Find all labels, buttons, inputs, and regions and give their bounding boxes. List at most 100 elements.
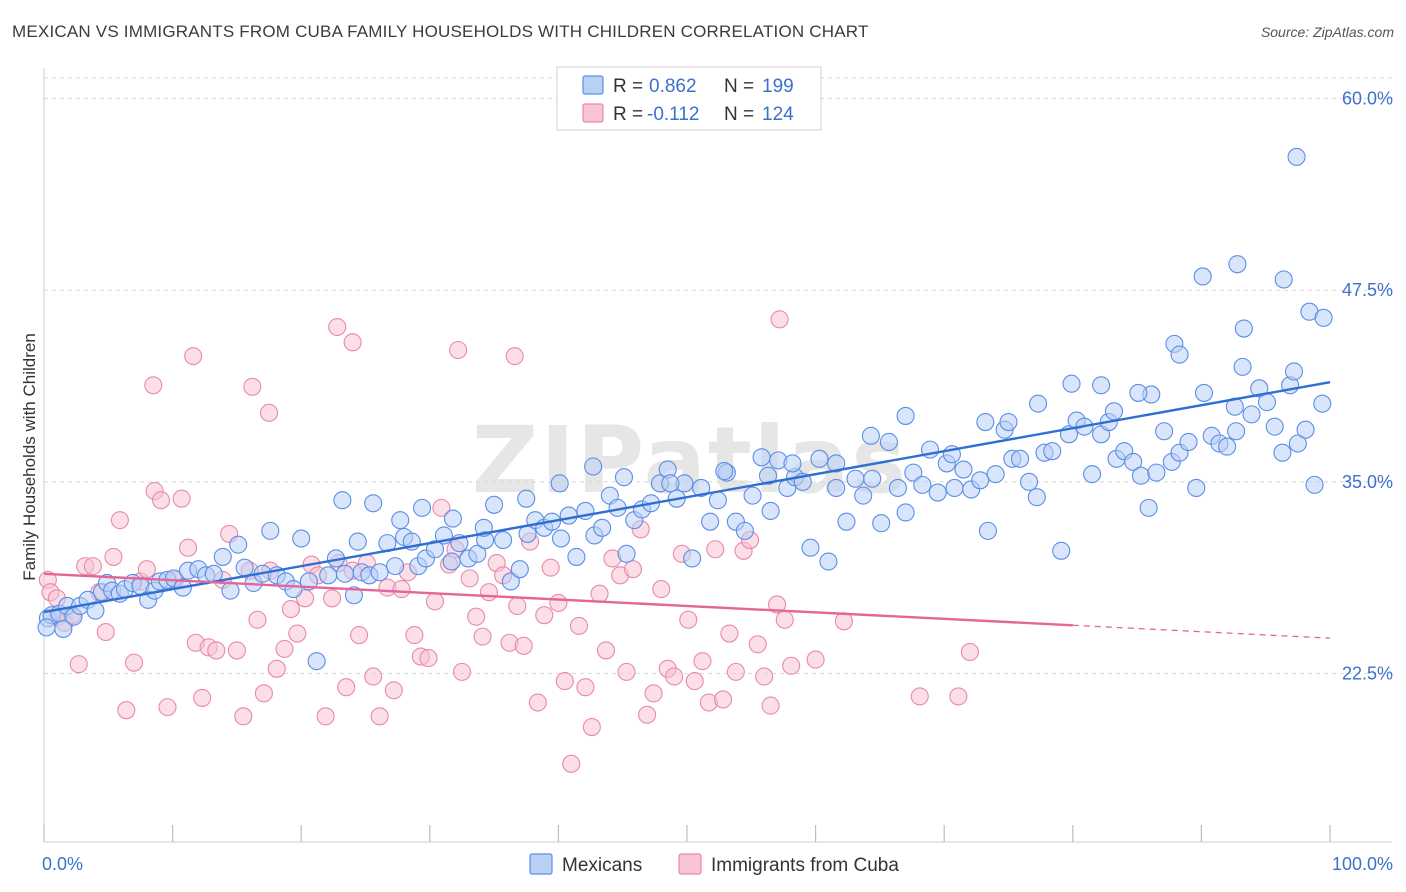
- point-mexicans-169: [1170, 345, 1189, 364]
- point-mexicans-190: [517, 489, 536, 508]
- point-cuba-85: [617, 662, 636, 681]
- point-mexicans-162: [1274, 270, 1293, 289]
- point-mexicans-186: [661, 474, 680, 493]
- point-mexicans-189: [550, 474, 569, 493]
- point-cuba-82: [596, 641, 616, 660]
- point-cuba-49: [370, 707, 389, 726]
- point-cuba-52: [392, 580, 411, 599]
- point-cuba-11: [110, 511, 129, 530]
- point-mexicans-111: [928, 483, 947, 502]
- point-cuba-25: [207, 641, 226, 660]
- tick-labels: 22.5% 35.0% 47.5% 60.0% 0.0% 100.0%: [42, 89, 1393, 874]
- trend-line-mexicans: [43, 381, 1331, 614]
- point-cuba-61: [452, 662, 472, 681]
- point-mexicans-117: [978, 521, 997, 540]
- point-mexicans-153: [1265, 417, 1284, 436]
- legend-r-value-1: 0.862: [649, 76, 697, 97]
- point-cuba-20: [172, 489, 191, 508]
- chart-title: MEXICAN VS IMMIGRANTS FROM CUBA FAMILY H…: [12, 22, 869, 41]
- legend-bottom-label-mexicans: Mexicans: [562, 855, 642, 876]
- point-mexicans-85: [708, 491, 727, 510]
- point-mexicans-105: [879, 432, 898, 452]
- point-cuba-100: [720, 624, 739, 643]
- point-mexicans-31: [261, 521, 280, 540]
- point-cuba-119: [960, 642, 979, 661]
- point-mexicans-40: [335, 564, 354, 583]
- point-cuba-116: [449, 340, 468, 360]
- legend-bottom-label-cuba: Immigrants from Cuba: [711, 855, 899, 876]
- point-mexicans-138: [1147, 463, 1166, 482]
- point-mexicans-97: [810, 449, 829, 468]
- point-mexicans-109: [913, 475, 932, 494]
- point-mexicans-103: [863, 469, 882, 488]
- point-mexicans-158: [1305, 475, 1324, 494]
- point-cuba-117: [505, 347, 524, 366]
- point-cuba-57: [425, 592, 444, 611]
- point-mexicans-184: [758, 466, 778, 485]
- point-cuba-58: [432, 498, 451, 517]
- point-mexicans-37: [307, 652, 326, 671]
- point-mexicans-168: [1284, 362, 1304, 381]
- point-cuba-44: [337, 678, 356, 697]
- y-tick-label-2: 47.5%: [1342, 280, 1393, 300]
- point-mexicans-178: [976, 412, 995, 432]
- point-mexicans-68: [567, 547, 586, 566]
- point-cuba-121: [834, 612, 853, 631]
- legend-n-value-2: 124: [762, 104, 794, 125]
- point-cuba-12: [117, 701, 136, 720]
- point-cuba-90: [652, 580, 671, 599]
- point-cuba-46: [350, 626, 369, 645]
- point-mexicans-139: [1155, 422, 1174, 441]
- point-cuba-111: [184, 347, 203, 366]
- point-mexicans-182: [827, 454, 846, 473]
- point-mexicans-116: [971, 471, 990, 490]
- point-cuba-65: [479, 583, 499, 602]
- y-tick-label-1: 35.0%: [1342, 472, 1393, 492]
- point-mexicans-84: [701, 512, 720, 531]
- point-mexicans-91: [761, 501, 780, 520]
- legend-n-label-1: N =: [724, 76, 754, 97]
- point-mexicans-89: [743, 486, 762, 505]
- point-mexicans-46: [386, 557, 405, 576]
- point-cuba-104: [748, 635, 767, 654]
- point-mexicans-56: [468, 544, 487, 563]
- point-mexicans-108: [904, 463, 923, 482]
- point-cuba-48: [364, 667, 383, 686]
- point-mexicans-149: [1233, 357, 1252, 376]
- point-mexicans-38: [319, 566, 338, 585]
- point-mexicans-123: [1027, 488, 1046, 507]
- point-mexicans-193: [413, 498, 432, 517]
- point-mexicans-175: [1029, 394, 1048, 413]
- axes: [43, 68, 1392, 843]
- point-mexicans-177: [999, 412, 1018, 432]
- point-mexicans-106: [888, 478, 907, 498]
- point-cuba-21: [178, 538, 198, 557]
- point-cuba-99: [713, 690, 733, 709]
- legend-r-label-1: R =: [613, 76, 643, 97]
- point-cuba-13: [124, 653, 144, 672]
- point-cuba-110: [144, 376, 163, 395]
- point-cuba-62: [460, 569, 479, 588]
- point-mexicans-71: [593, 518, 612, 537]
- point-mexicans-136: [1131, 466, 1151, 485]
- point-mexicans-176: [1092, 376, 1111, 395]
- source-label: Source: ZipAtlas.com: [1260, 24, 1394, 40]
- point-cuba-76: [555, 672, 574, 691]
- point-mexicans-142: [1179, 432, 1198, 452]
- point-cuba-101: [726, 662, 745, 681]
- point-mexicans-88: [735, 521, 754, 540]
- point-cuba-112: [243, 377, 262, 396]
- point-mexicans-100: [837, 512, 856, 531]
- point-mexicans-173: [1104, 402, 1124, 421]
- legend-n-label-2: N =: [724, 104, 754, 125]
- point-mexicans-101: [846, 469, 865, 488]
- point-mexicans-114: [954, 460, 973, 479]
- point-mexicans-165: [1234, 319, 1253, 338]
- point-cuba-122: [806, 650, 825, 669]
- legend-r-label-2: R =: [613, 104, 643, 125]
- x-tick-label-1: 100.0%: [1332, 854, 1393, 874]
- point-cuba-78: [569, 616, 589, 635]
- point-cuba-32: [254, 684, 273, 703]
- point-cuba-107: [767, 595, 787, 614]
